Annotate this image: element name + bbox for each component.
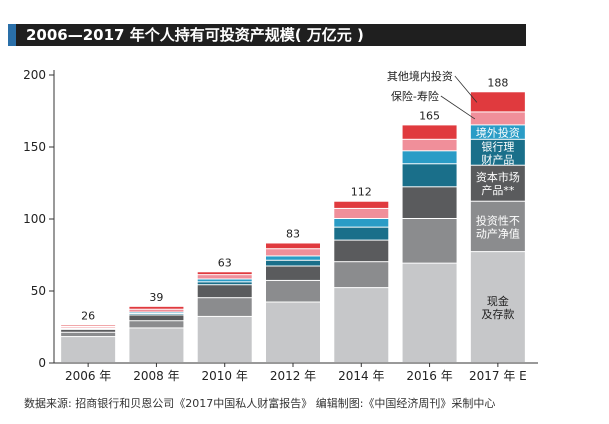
y-tick-label: 200 xyxy=(23,68,46,82)
bar-segment xyxy=(61,329,116,332)
x-tick-label: 2010 年 xyxy=(202,369,248,383)
bar-segment xyxy=(61,332,116,337)
series-inbar-label: 资本市场 xyxy=(476,170,520,184)
bar-segment xyxy=(402,125,457,139)
annotation-leader-line xyxy=(440,95,476,120)
annotation-leader-line xyxy=(454,75,478,103)
bar-segment xyxy=(197,285,252,298)
bar-segment xyxy=(334,208,389,218)
x-tick-label: 2017 年 E xyxy=(469,369,527,383)
bar-segment xyxy=(266,302,320,362)
bar-segment xyxy=(129,315,184,321)
series-inbar-label: 境外投资 xyxy=(476,126,520,140)
series-inbar-label: 动产净值 xyxy=(476,226,520,240)
bar-segment xyxy=(129,309,184,312)
annotation-label: 其他境内投资 xyxy=(387,69,453,83)
bar-segment xyxy=(129,306,184,309)
title-accent-bar xyxy=(8,24,16,46)
bar-segment xyxy=(470,201,525,252)
bar-segment xyxy=(402,139,457,151)
series-inbar-label: 及存款 xyxy=(481,307,514,321)
bar-segment xyxy=(470,139,525,165)
y-tick-label: 100 xyxy=(23,212,46,226)
bar-segment xyxy=(402,164,457,187)
bar-segment xyxy=(334,219,389,227)
bar-segment xyxy=(197,316,252,362)
bar-segment xyxy=(266,256,320,260)
bar-segment xyxy=(197,298,252,316)
series-inbar-label: 现金 xyxy=(487,294,509,308)
chart-title-bar xyxy=(8,24,526,46)
x-tick-label: 2008 年 xyxy=(133,369,179,383)
bar-segment xyxy=(334,227,389,240)
bar-segment xyxy=(266,260,320,266)
bar-segment xyxy=(402,263,457,362)
series-inbar-label: 银行理 xyxy=(481,139,514,153)
chart-title: 2006—2017 年个人持有可投资产规模( 万亿元 ) xyxy=(26,26,364,44)
x-tick-label: 2012 年 xyxy=(270,369,316,383)
bar-total-label: 188 xyxy=(487,76,508,89)
bar-segment xyxy=(402,219,457,263)
x-tick-label: 2006 年 xyxy=(65,369,111,383)
x-tick-label: 2014 年 xyxy=(338,369,384,383)
bar-segment xyxy=(470,112,525,125)
bar-segment xyxy=(266,243,320,249)
series-inbar-label: 产品** xyxy=(481,183,514,197)
bar-segment xyxy=(470,125,525,139)
bar-segment xyxy=(266,249,320,256)
bar-segment xyxy=(402,151,457,164)
bar-total-label: 39 xyxy=(149,291,163,304)
bar-segment xyxy=(334,240,389,262)
series-inbar-label: 财产品 xyxy=(481,152,514,166)
bar-segment xyxy=(334,288,389,362)
bar-total-label: 165 xyxy=(419,109,440,122)
source-note: 数据来源: 招商银行和贝恩公司《2017中国私人财富报告》 编辑制图:《中国经济… xyxy=(24,397,496,410)
bar-segment xyxy=(470,92,525,112)
y-tick-label: 0 xyxy=(38,356,46,370)
bar-segment xyxy=(129,328,184,362)
bar-segment xyxy=(197,282,252,285)
bar-segment xyxy=(197,279,252,282)
bar-total-label: 26 xyxy=(81,310,95,323)
bar-segment xyxy=(197,272,252,275)
bar-segment xyxy=(266,266,320,280)
bar-segment xyxy=(334,201,389,208)
bar-total-label: 112 xyxy=(351,186,372,199)
series-inbar-label: 投资性不 xyxy=(476,213,520,227)
bar-segment xyxy=(470,165,525,201)
bar-segment xyxy=(129,321,184,328)
bar-total-label: 83 xyxy=(286,227,300,240)
bar-segment xyxy=(334,262,389,288)
bar-segment xyxy=(61,337,116,362)
bar-segment xyxy=(266,280,320,302)
bar-segment xyxy=(402,187,457,218)
y-tick-label: 150 xyxy=(23,140,46,154)
bar-segment xyxy=(197,275,252,279)
y-tick-label: 50 xyxy=(31,284,46,298)
bar-total-label: 63 xyxy=(218,256,232,269)
x-tick-label: 2016 年 xyxy=(406,369,452,383)
annotation-label: 保险-寿险 xyxy=(391,89,439,103)
bar-segment xyxy=(470,252,525,362)
